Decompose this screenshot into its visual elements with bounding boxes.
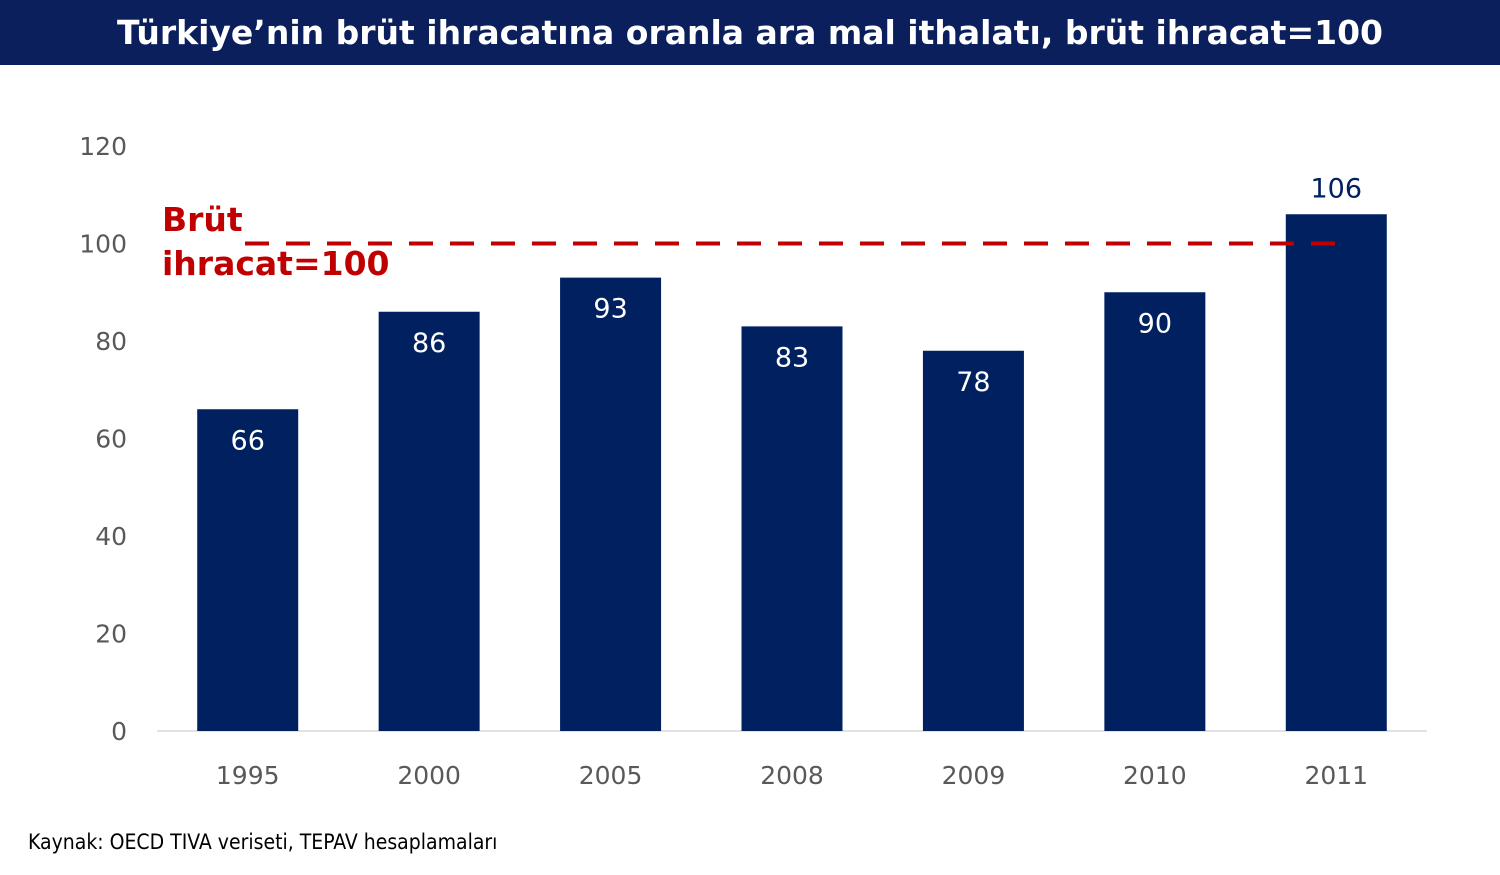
x-tick-label: 2011 bbox=[1304, 761, 1368, 790]
x-tick-label: 2000 bbox=[397, 761, 461, 790]
y-tick-label: 40 bbox=[95, 522, 127, 551]
bar bbox=[741, 326, 843, 731]
data-label: 90 bbox=[1138, 308, 1172, 339]
x-tick-label: 1995 bbox=[216, 761, 280, 790]
bar-chart: 0 20 40 60 80 100 120 66 1995 86 2000 93 2005 83 2008 7… bbox=[79, 132, 1427, 790]
y-tick-label: 100 bbox=[79, 230, 127, 259]
data-label: 66 bbox=[231, 425, 265, 456]
x-tick-label: 2009 bbox=[942, 761, 1006, 790]
data-label: 86 bbox=[412, 328, 446, 359]
y-tick-label: 20 bbox=[95, 620, 127, 649]
y-tick-label: 60 bbox=[95, 425, 127, 454]
x-tick-label: 2008 bbox=[760, 761, 824, 790]
bar bbox=[197, 409, 299, 731]
reference-label-line2: ihracat=100 bbox=[162, 244, 390, 283]
bar bbox=[922, 350, 1024, 731]
y-tick-label: 0 bbox=[111, 717, 127, 746]
bar bbox=[560, 277, 662, 731]
data-label: 78 bbox=[956, 367, 990, 398]
bar bbox=[378, 311, 480, 731]
data-label: 106 bbox=[1311, 173, 1363, 204]
bar bbox=[1104, 292, 1206, 731]
bar bbox=[1285, 214, 1387, 731]
x-tick-label: 2010 bbox=[1123, 761, 1187, 790]
source-note: Kaynak: OECD TIVA veriseti, TEPAV hesapl… bbox=[28, 830, 498, 854]
data-label: 93 bbox=[593, 294, 627, 325]
y-tick-label: 120 bbox=[79, 132, 127, 161]
data-label: 83 bbox=[775, 342, 809, 373]
chart-title-bar: Türkiye’nin brüt ihracatına oranla ara m… bbox=[0, 0, 1500, 65]
reference-label-line1: Brüt bbox=[162, 200, 243, 239]
y-tick-label: 80 bbox=[95, 327, 127, 356]
x-tick-label: 2005 bbox=[579, 761, 643, 790]
chart-title: Türkiye’nin brüt ihracatına oranla ara m… bbox=[117, 13, 1383, 52]
